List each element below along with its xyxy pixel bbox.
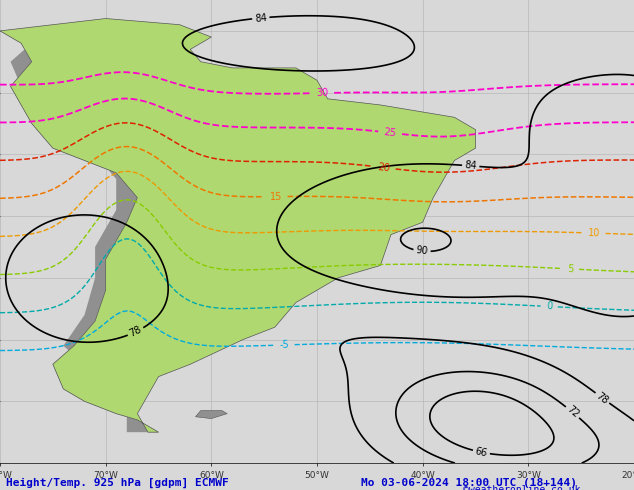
Polygon shape [0, 19, 476, 432]
Polygon shape [195, 411, 227, 418]
Text: 10: 10 [588, 228, 600, 238]
Text: 90: 90 [415, 245, 429, 257]
Text: ©weatheronline.co.uk: ©weatheronline.co.uk [463, 485, 580, 490]
Polygon shape [0, 31, 158, 432]
Text: Height/Temp. 925 hPa [gdpm] ECMWF: Height/Temp. 925 hPa [gdpm] ECMWF [6, 477, 229, 488]
Text: 78: 78 [128, 324, 143, 339]
Text: 5: 5 [567, 264, 574, 274]
Text: 66: 66 [474, 446, 488, 459]
Text: -5: -5 [279, 340, 289, 350]
Text: 0: 0 [546, 301, 552, 312]
Text: Mo 03-06-2024 18:00 UTC (18+144): Mo 03-06-2024 18:00 UTC (18+144) [361, 478, 578, 488]
Text: 20: 20 [377, 162, 391, 173]
Text: 78: 78 [595, 390, 611, 406]
Text: 25: 25 [384, 127, 397, 139]
Text: 30: 30 [316, 88, 328, 98]
Text: 84: 84 [254, 12, 268, 24]
Text: 72: 72 [564, 404, 581, 420]
Text: 84: 84 [464, 160, 477, 172]
Text: 15: 15 [269, 192, 282, 202]
